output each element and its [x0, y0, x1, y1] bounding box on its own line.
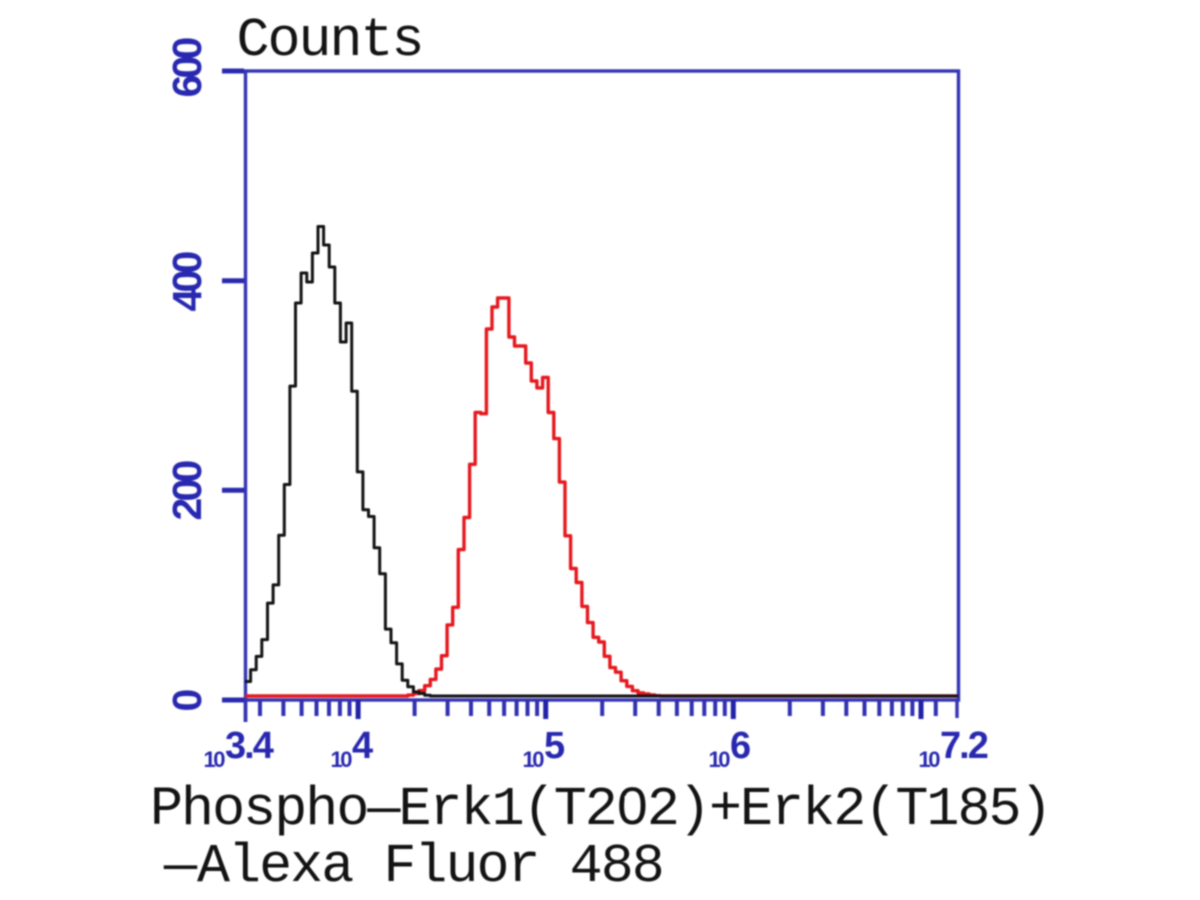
svg-text:Alexa Fluor 488: Alexa Fluor 488 [197, 835, 663, 898]
svg-text:3.4: 3.4 [225, 725, 274, 767]
svg-text:—: — [163, 835, 198, 898]
svg-text:600: 600 [164, 38, 210, 98]
svg-text:200: 200 [164, 461, 210, 521]
svg-text:10: 10 [919, 747, 941, 772]
svg-text:6: 6 [730, 725, 750, 767]
svg-text:10: 10 [331, 747, 353, 772]
svg-text:Phospho—Erk1(T202)+Erk2(T185): Phospho—Erk1(T202)+Erk2(T185) [150, 778, 1051, 841]
svg-text:10: 10 [709, 747, 731, 772]
svg-text:10: 10 [523, 747, 545, 772]
svg-text:4: 4 [352, 725, 373, 767]
svg-text:10: 10 [204, 747, 226, 772]
svg-text:0: 0 [164, 690, 210, 712]
svg-text:Counts: Counts [237, 9, 423, 72]
svg-text:5: 5 [544, 725, 565, 767]
svg-text:400: 400 [164, 252, 210, 312]
svg-text:7.2: 7.2 [940, 725, 988, 767]
